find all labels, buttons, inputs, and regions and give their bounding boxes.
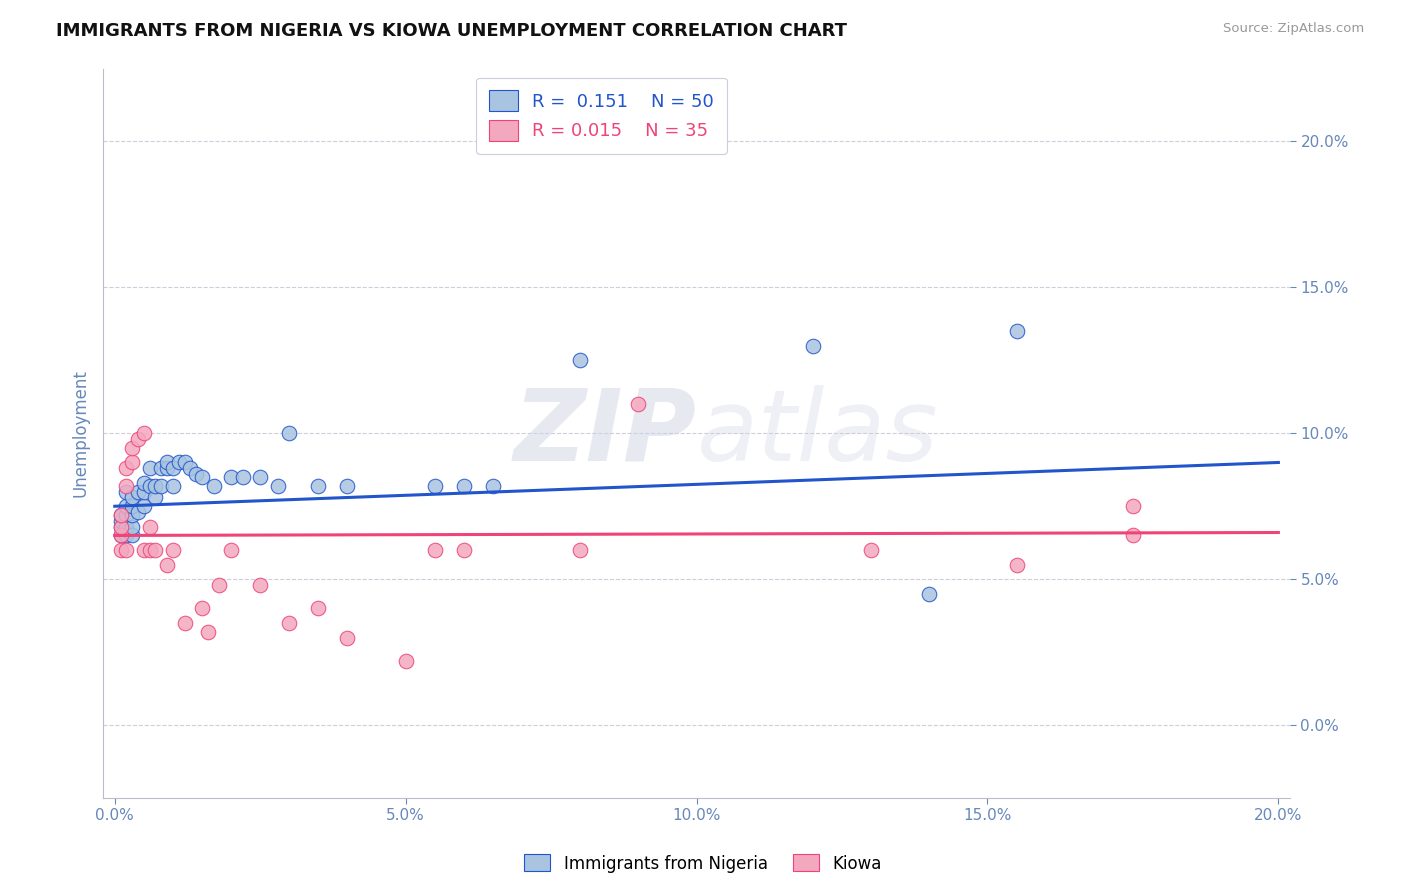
Point (232, 470, 254, 484)
Point (307, 601, 329, 615)
Point (801, 339, 824, 353)
Legend: Immigrants from Nigeria, Kiowa: Immigrants from Nigeria, Kiowa (517, 847, 889, 880)
Point (423, 543, 446, 558)
Point (191, 470, 214, 484)
Point (918, 587, 941, 601)
Point (156, 455, 179, 469)
Point (219, 470, 242, 484)
Point (423, 479, 446, 493)
Point (138, 461, 160, 475)
Point (156, 461, 179, 475)
Point (569, 353, 592, 368)
Point (150, 461, 173, 475)
Point (307, 479, 329, 493)
Point (115, 508, 138, 522)
Point (138, 519, 160, 533)
Point (1005, 558, 1028, 572)
Point (115, 500, 138, 514)
Point (115, 479, 138, 493)
Point (127, 484, 149, 499)
Point (115, 484, 138, 499)
Point (278, 426, 301, 441)
Point (453, 479, 475, 493)
Point (121, 500, 143, 514)
Point (110, 528, 132, 542)
Point (121, 455, 143, 469)
Point (1122, 500, 1144, 514)
Point (186, 467, 208, 482)
Point (121, 519, 143, 533)
Legend: R =  0.151    N = 50, R = 0.015    N = 35: R = 0.151 N = 50, R = 0.015 N = 35 (477, 78, 727, 153)
Point (121, 508, 143, 522)
Point (145, 491, 167, 505)
Point (121, 528, 143, 542)
Point (132, 500, 155, 514)
Text: atlas: atlas (696, 384, 938, 482)
Point (132, 426, 155, 441)
Point (145, 479, 167, 493)
Point (132, 484, 155, 499)
Point (121, 491, 143, 505)
Point (110, 519, 132, 533)
Point (249, 578, 271, 592)
Point (179, 461, 201, 475)
Point (138, 543, 160, 558)
Point (167, 455, 190, 469)
Point (860, 543, 883, 558)
Point (162, 479, 184, 493)
Text: ZIP: ZIP (513, 384, 696, 482)
Point (197, 624, 219, 639)
Point (132, 543, 155, 558)
Point (156, 558, 179, 572)
Point (336, 479, 359, 493)
Point (115, 461, 138, 475)
Point (453, 543, 475, 558)
Point (121, 441, 143, 455)
Point (173, 615, 195, 630)
Point (162, 461, 184, 475)
Point (1122, 528, 1144, 542)
Point (127, 432, 149, 446)
Point (110, 543, 132, 558)
Point (219, 543, 242, 558)
Point (173, 455, 195, 469)
Point (482, 479, 505, 493)
Text: Source: ZipAtlas.com: Source: ZipAtlas.com (1223, 22, 1364, 36)
Point (627, 397, 650, 411)
Point (110, 508, 132, 522)
Point (208, 578, 231, 592)
Point (110, 514, 132, 528)
Point (150, 479, 173, 493)
Point (249, 470, 271, 484)
Y-axis label: Unemployment: Unemployment (72, 369, 89, 497)
Point (162, 543, 184, 558)
Point (138, 479, 160, 493)
Point (132, 475, 155, 490)
Point (266, 479, 288, 493)
Point (127, 505, 149, 519)
Point (145, 543, 167, 558)
Text: IMMIGRANTS FROM NIGERIA VS KIOWA UNEMPLOYMENT CORRELATION CHART: IMMIGRANTS FROM NIGERIA VS KIOWA UNEMPLO… (56, 22, 848, 40)
Point (1005, 324, 1028, 338)
Point (336, 631, 359, 645)
Point (202, 479, 225, 493)
Point (395, 654, 418, 668)
Point (110, 528, 132, 542)
Point (115, 519, 138, 533)
Point (191, 601, 214, 615)
Point (115, 543, 138, 558)
Point (110, 508, 132, 522)
Point (110, 519, 132, 533)
Point (278, 615, 301, 630)
Point (115, 528, 138, 542)
Point (115, 523, 138, 537)
Point (569, 543, 592, 558)
